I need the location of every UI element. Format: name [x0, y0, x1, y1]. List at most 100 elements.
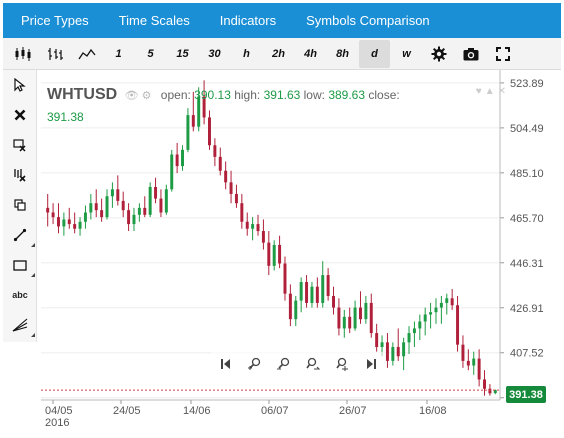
- gear-icon[interactable]: [423, 40, 454, 68]
- time-tick-label: 16/08: [419, 405, 447, 417]
- price-tick-label: 407.52: [510, 348, 544, 360]
- candle-body: [358, 307, 362, 320]
- zoom-reset-icon[interactable]: [332, 354, 352, 374]
- visibility-icon[interactable]: 👁 ⚙: [124, 90, 152, 102]
- candle-body: [488, 388, 492, 394]
- price-chart[interactable]: 523.89 504.49 485.10 465.70 446.31 426.91 407.…: [37, 70, 561, 435]
- candle-body: [385, 342, 389, 361]
- fan-tool-icon[interactable]: [3, 310, 37, 340]
- candle-body: [127, 210, 131, 225]
- low-label: low:: [303, 88, 325, 102]
- time-axis-year: 2016: [45, 417, 69, 429]
- candle-body: [137, 207, 141, 215]
- candle-body: [332, 295, 336, 308]
- candle-body: [132, 214, 136, 225]
- line-chart-icon[interactable]: [71, 40, 102, 68]
- candle-body: [456, 305, 460, 345]
- submenu-indicator: [31, 333, 35, 337]
- candle-body: [310, 286, 314, 303]
- fullscreen-icon[interactable]: [487, 40, 518, 68]
- candle-body: [62, 219, 66, 227]
- timeframe-30[interactable]: 30: [208, 47, 221, 60]
- zoom-in-icon[interactable]: [245, 354, 265, 374]
- candle-body: [229, 182, 233, 194]
- copy-icon[interactable]: [3, 190, 37, 220]
- symbol-name: WHTUSD: [47, 86, 118, 103]
- candle-body: [83, 212, 87, 222]
- open-value: 390.13: [194, 88, 231, 102]
- open-label: open:: [160, 88, 191, 102]
- candlestick-chart-icon[interactable]: [7, 40, 38, 68]
- candle-body: [202, 96, 206, 118]
- timeframe-8h[interactable]: 8h: [336, 47, 349, 60]
- zoom-out-icon[interactable]: [274, 354, 294, 374]
- timeframe-15[interactable]: 15: [176, 47, 189, 60]
- candle-body: [218, 156, 222, 171]
- menu-bar: Price Types Time Scales Indicators Symbo…: [3, 3, 561, 38]
- candle-body: [267, 242, 271, 266]
- time-tick-label: 06/07: [261, 405, 289, 417]
- candle-body: [337, 307, 341, 329]
- candle-body: [51, 212, 55, 218]
- timeframe-d[interactable]: d: [359, 39, 390, 68]
- candle-body: [245, 221, 249, 229]
- candle-body: [181, 149, 185, 167]
- camera-icon[interactable]: [455, 40, 486, 68]
- candle-body: [46, 207, 50, 213]
- candle-body: [294, 300, 298, 320]
- candle-body: [186, 115, 190, 150]
- candle-body: [412, 328, 416, 334]
- candle-body: [197, 96, 201, 127]
- price-tick-label: 504.49: [510, 123, 544, 135]
- price-tick-label: 426.91: [510, 303, 544, 315]
- close-value: 391.38: [47, 110, 84, 124]
- candle-body: [100, 210, 104, 218]
- scroll-left-icon[interactable]: [216, 354, 236, 374]
- cursor-icon[interactable]: [3, 70, 37, 100]
- candle-body: [396, 346, 400, 357]
- candle-body: [364, 302, 368, 320]
- menu-price-types[interactable]: Price Types: [21, 13, 89, 28]
- candle-body: [439, 302, 443, 308]
- candle-body: [207, 117, 211, 146]
- candle-body: [375, 333, 379, 347]
- high-value: 391.63: [263, 88, 301, 102]
- timeframe-5[interactable]: 5: [147, 47, 154, 60]
- candle-body: [256, 224, 260, 232]
- last-price-badge: 391.38: [506, 386, 546, 403]
- remove-objects-icon[interactable]: [3, 160, 37, 190]
- timeframe-w[interactable]: w: [402, 47, 411, 60]
- candle-body: [73, 224, 77, 229]
- menu-symbols-comparison[interactable]: Symbols Comparison: [306, 13, 430, 28]
- menu-time-scales[interactable]: Time Scales: [118, 13, 190, 28]
- menu-indicators[interactable]: Indicators: [219, 13, 277, 28]
- candle-body: [391, 346, 395, 361]
- trend-line-icon[interactable]: [3, 220, 37, 250]
- timeframe-1[interactable]: 1: [115, 47, 122, 60]
- chart-area[interactable]: 523.89 504.49 485.10 465.70 446.31 426.91 407.…: [37, 70, 561, 435]
- timeframe-h[interactable]: h: [243, 47, 250, 60]
- ohlc-bars-icon[interactable]: [39, 40, 70, 68]
- candle-body: [288, 293, 292, 320]
- timeframe-2h[interactable]: 2h: [272, 47, 285, 60]
- candle-body: [450, 298, 454, 306]
- text-tool-icon[interactable]: abc: [3, 280, 37, 310]
- candle-body: [56, 217, 60, 227]
- candle-body: [121, 200, 125, 211]
- timeframe-4h[interactable]: 4h: [304, 47, 317, 60]
- scroll-right-icon[interactable]: [361, 354, 381, 374]
- remove-selected-icon[interactable]: [3, 130, 37, 160]
- zoom-scroll-right-icon[interactable]: [303, 354, 323, 374]
- chart-controls-icon[interactable]: ♥▲✕: [475, 86, 509, 97]
- candle-body: [380, 342, 384, 347]
- rectangle-tool-icon[interactable]: [3, 250, 37, 280]
- delete-all-icon[interactable]: [3, 100, 37, 130]
- time-tick-label: 26/07: [339, 405, 367, 417]
- candle-body: [154, 186, 158, 199]
- candle-body: [94, 203, 98, 211]
- submenu-indicator: [31, 273, 35, 277]
- candle-body: [240, 203, 244, 222]
- price-tick-label: 446.31: [510, 258, 544, 270]
- candle-body: [418, 321, 422, 329]
- candle-body: [429, 312, 433, 315]
